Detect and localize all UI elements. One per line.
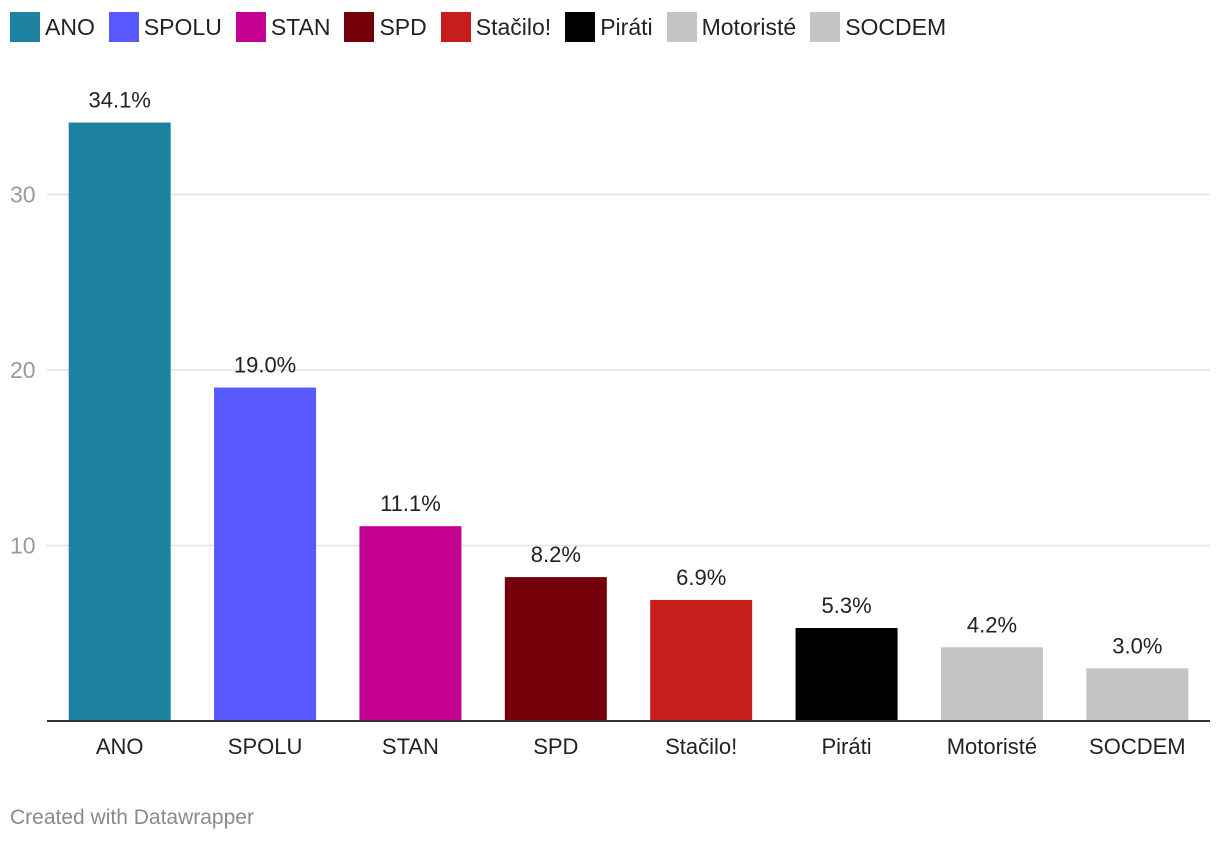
bar	[1086, 668, 1189, 721]
bar-value-label: 4.2%	[967, 612, 1017, 637]
y-tick-label: 30	[10, 182, 36, 208]
x-tick-label: SOCDEM	[1089, 734, 1186, 759]
legend-swatch	[810, 12, 841, 42]
bar	[68, 122, 171, 722]
legend-label: Motoristé	[701, 13, 797, 40]
legend-item-spd: SPD	[344, 12, 427, 42]
legend-item-pirati: Piráti	[565, 12, 653, 42]
chart-legend: ANO SPOLU STAN SPD Stačilo! Piráti Motor…	[10, 12, 960, 42]
y-tick-label: 10	[10, 533, 36, 559]
x-tick-label: Motoristé	[947, 734, 1037, 759]
bar-value-label: 5.3%	[821, 593, 871, 618]
bar	[359, 526, 462, 721]
legend-label: STAN	[270, 13, 331, 40]
x-tick-label: Piráti	[822, 734, 872, 759]
x-tick-label: SPOLU	[228, 734, 303, 759]
x-tick-label: ANO	[96, 734, 144, 759]
x-tick-label: Stačilo!	[665, 734, 737, 759]
legend-label: SOCDEM	[845, 13, 947, 40]
bar-value-label: 8.2%	[531, 542, 581, 567]
bar	[214, 387, 317, 721]
legend-swatch	[235, 12, 266, 42]
legend-label: SPOLU	[143, 13, 222, 40]
legend-label: SPD	[379, 13, 427, 40]
bar	[504, 577, 607, 721]
legend-label: ANO	[45, 13, 95, 40]
legend-swatch	[440, 12, 471, 42]
legend-item-stacilo: Stačilo!	[440, 12, 552, 42]
bar	[795, 627, 898, 721]
bar-value-label: 19.0%	[234, 353, 296, 378]
bar-value-label: 11.1%	[380, 491, 441, 516]
legend-swatch	[666, 12, 697, 42]
legend-item-spolu: SPOLU	[108, 12, 222, 42]
legend-label: Stačilo!	[475, 13, 552, 40]
legend-swatch	[344, 12, 375, 42]
legend-swatch	[108, 12, 139, 42]
datawrapper-credit: Created with Datawrapper	[10, 806, 254, 829]
bar-value-label: 6.9%	[676, 565, 726, 590]
legend-item-ano: ANO	[10, 12, 95, 42]
legend-label: Piráti	[600, 13, 653, 40]
y-tick-label: 20	[10, 357, 36, 383]
legend-item-motoriste: Motoristé	[666, 12, 797, 42]
legend-swatch	[565, 12, 596, 42]
bar	[650, 599, 753, 721]
bar	[940, 647, 1043, 721]
legend-item-socdem: SOCDEM	[810, 12, 946, 42]
legend-swatch	[10, 12, 40, 42]
bar-value-label: 3.0%	[1112, 633, 1162, 658]
x-tick-label: STAN	[382, 734, 439, 759]
bar-value-label: 34.1%	[88, 88, 150, 113]
x-tick-label: SPD	[533, 734, 578, 759]
legend-item-stan: STAN	[235, 12, 331, 42]
